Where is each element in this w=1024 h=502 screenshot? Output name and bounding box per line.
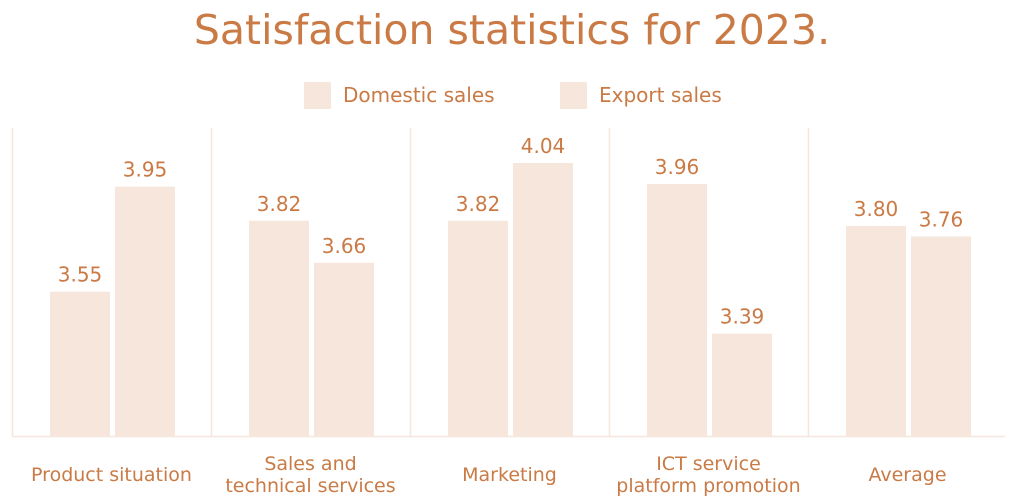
data-label-domestic: 3.55 <box>58 263 103 287</box>
legend-item-export: Export sales <box>560 80 722 110</box>
data-label-export: 3.95 <box>123 158 168 182</box>
bar-export <box>513 163 573 436</box>
data-label-domestic: 3.96 <box>655 155 700 179</box>
bar-export <box>911 236 971 436</box>
x-tick-label: Sales and <box>264 453 356 475</box>
chart-title: Satisfaction statistics for 2023. <box>193 6 831 54</box>
x-tick-label: Marketing <box>462 464 557 486</box>
x-tick-label: Product situation <box>31 464 192 486</box>
legend-swatch-domestic <box>304 81 331 109</box>
legend-label-export: Export sales <box>599 83 722 107</box>
x-tick-label: technical services <box>225 475 395 497</box>
data-label-domestic: 3.82 <box>257 192 302 216</box>
bar-domestic <box>448 220 508 436</box>
x-tick-label: Average <box>868 464 946 486</box>
bar-domestic <box>249 220 309 436</box>
bar-export <box>314 262 374 436</box>
legend: Domestic sales Export sales <box>0 80 1024 110</box>
data-label-export: 3.39 <box>720 305 765 329</box>
legend-label-domestic: Domestic sales <box>343 83 495 107</box>
data-label-export: 3.76 <box>919 208 964 232</box>
bar-domestic <box>846 226 906 436</box>
x-tick-label: platform promotion <box>616 475 800 497</box>
legend-swatch-export <box>560 81 587 109</box>
legend-item-domestic: Domestic sales <box>304 80 495 110</box>
bar-export <box>712 333 772 436</box>
bar-domestic <box>50 291 110 436</box>
bar-domestic <box>647 184 707 436</box>
data-label-domestic: 3.80 <box>854 197 899 221</box>
data-label-export: 3.66 <box>322 234 367 258</box>
x-tick-label: ICT service <box>656 453 761 475</box>
data-label-domestic: 3.82 <box>456 192 501 216</box>
bar-export <box>115 186 175 436</box>
data-label-export: 4.04 <box>521 134 566 158</box>
